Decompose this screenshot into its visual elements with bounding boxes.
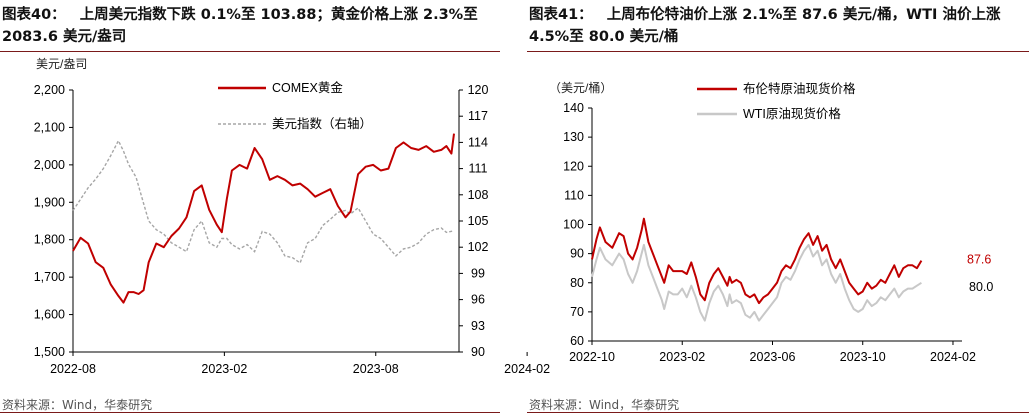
- title-text-line1: 上周美元指数下跌 0.1%至 103.88；黄金价格上涨 2.3%至: [79, 7, 478, 23]
- x-tick-label: 2023-02: [659, 350, 705, 364]
- x-tick-label: 2023-08: [353, 362, 399, 376]
- bottom-divider: [0, 412, 500, 413]
- title-label: 图表41：: [529, 7, 593, 23]
- y-left-tick-label: 1,900: [34, 195, 65, 209]
- y-left-tick-label: 1,700: [34, 270, 65, 284]
- title-label: 图表40：: [2, 7, 66, 23]
- y-right-tick-label: 99: [471, 266, 485, 280]
- y-tick-label: 60: [570, 334, 584, 348]
- y-axis-unit-label: （美元/桶）: [549, 80, 612, 95]
- x-tick-label: 2024-02: [930, 350, 976, 364]
- title-text-line1: 上周布伦特油价上涨 2.1%至 87.6 美元/桶，WTI 油价上涨: [606, 7, 1001, 23]
- y-left-tick-label: 2,100: [34, 120, 65, 134]
- chart-title: 图表41： 上周布伦特油价上涨 2.1%至 87.6 美元/桶，WTI 油价上涨 …: [529, 4, 1000, 48]
- y-left-tick-label: 2,000: [34, 158, 65, 172]
- y-tick-label: 100: [563, 218, 584, 232]
- y-right-tick-label: 120: [468, 83, 489, 97]
- y-tick-label: 130: [563, 130, 584, 144]
- bottom-divider: [527, 412, 1029, 413]
- dollar-index-line: [72, 139, 455, 264]
- y-left-tick-label: 2,200: [34, 83, 65, 97]
- source-note: 资料来源：Wind，华泰研究: [529, 398, 680, 412]
- title-divider: [527, 51, 1029, 52]
- oil-price-chart: （美元/桶） 60 70 80 90 100 110 120 130 140 2022-10 2023…: [549, 80, 993, 364]
- legend-dxy-label: 美元指数（右轴）: [272, 116, 372, 131]
- chart-title: 图表40： 上周美元指数下跌 0.1%至 103.88；黄金价格上涨 2.3%至 …: [2, 4, 478, 48]
- y-tick-label: 140: [563, 101, 584, 115]
- y-tick-label: 90: [570, 247, 584, 261]
- brent-end-label: 87.6: [967, 252, 991, 266]
- y-axis-unit-label: 美元/盎司: [36, 57, 87, 71]
- title-text-line2: 4.5%至 80.0 美元/桶: [529, 29, 679, 45]
- legend-brent-label: 布伦特原油现货价格: [743, 81, 856, 96]
- x-tick-label: 2022-10: [569, 350, 615, 364]
- source-note: 资料来源：Wind，华泰研究: [2, 398, 153, 412]
- y-right-tick-label: 111: [468, 162, 487, 176]
- title-divider: [0, 51, 500, 52]
- y-right-tick-label: 108: [468, 188, 489, 202]
- y-right-tick-label: 117: [468, 109, 488, 123]
- wti-end-label: 80.0: [969, 280, 993, 294]
- x-tick-label: 2023-10: [840, 350, 886, 364]
- comex-gold-line: [72, 133, 455, 304]
- y-tick-label: 80: [570, 276, 584, 290]
- gold-dxy-panel: 图表40： 上周美元指数下跌 0.1%至 103.88；黄金价格上涨 2.3%至 …: [0, 0, 550, 416]
- y-left-tick-label: 1,600: [34, 308, 65, 322]
- y-right-tick-label: 90: [471, 345, 485, 359]
- title-text-line2: 2083.6 美元/盎司: [2, 29, 127, 45]
- y-tick-label: 120: [563, 159, 584, 173]
- y-left-tick-label: 1,500: [34, 345, 65, 359]
- legend-gold-label: COMEX黄金: [272, 80, 343, 95]
- oil-price-panel: 图表41： 上周布伦特油价上涨 2.1%至 87.6 美元/桶，WTI 油价上涨 …: [527, 0, 1029, 416]
- y-tick-label: 110: [564, 188, 584, 202]
- brent-line: [591, 217, 923, 305]
- y-right-tick-label: 96: [471, 293, 485, 307]
- x-tick-label: 2022-08: [50, 362, 96, 376]
- y-right-tick-label: 93: [471, 319, 485, 333]
- y-right-tick-label: 105: [468, 214, 489, 228]
- legend-wti-label: WTI原油现货价格: [743, 106, 841, 121]
- gold-dxy-chart: 美元/盎司 1,500 1,600 1,700 1,800 1,900 2,000 2,100…: [34, 57, 550, 376]
- x-tick-label: 2023-06: [750, 350, 796, 364]
- x-tick-label: 2024-02: [504, 362, 550, 376]
- y-right-tick-label: 114: [468, 135, 488, 149]
- y-left-tick-label: 1,800: [34, 233, 65, 247]
- y-tick-label: 70: [570, 305, 584, 319]
- wti-line: [591, 243, 922, 322]
- x-tick-label: 2023-02: [201, 362, 247, 376]
- y-right-tick-label: 102: [468, 240, 489, 254]
